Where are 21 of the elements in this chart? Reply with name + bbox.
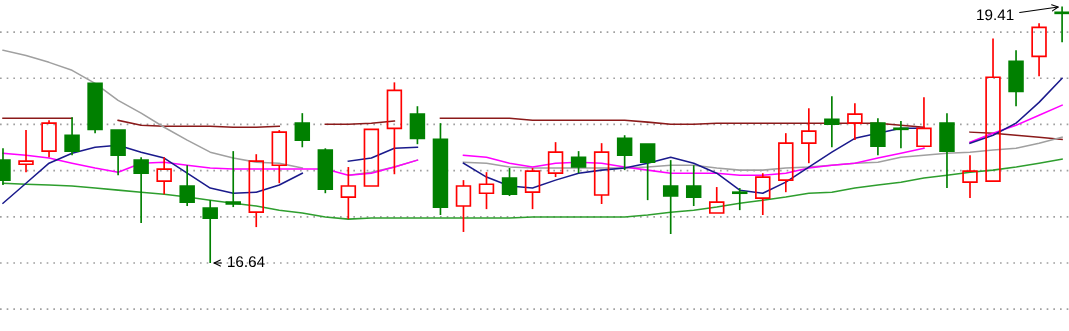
candlestick bbox=[1031, 22, 1047, 78]
candlestick bbox=[248, 153, 264, 228]
candlestick bbox=[939, 112, 955, 189]
candlestick bbox=[18, 129, 34, 174]
candlestick bbox=[755, 172, 771, 216]
candlestick bbox=[824, 95, 840, 149]
candlestick bbox=[1008, 49, 1024, 108]
candlestick bbox=[847, 102, 863, 141]
annotation: 19.41 bbox=[977, 9, 1014, 21]
candlestick bbox=[962, 154, 978, 199]
candlestick bbox=[778, 132, 794, 194]
candlestick bbox=[870, 117, 886, 157]
candlestick bbox=[340, 166, 357, 220]
candlestick bbox=[662, 159, 679, 235]
candlestick bbox=[156, 156, 172, 196]
annotation: 16.64 bbox=[228, 256, 265, 268]
candlestick bbox=[685, 164, 702, 207]
candlestick bbox=[294, 112, 311, 149]
candlestick bbox=[893, 120, 909, 150]
candlestick bbox=[801, 107, 817, 165]
candlestick bbox=[179, 164, 195, 207]
